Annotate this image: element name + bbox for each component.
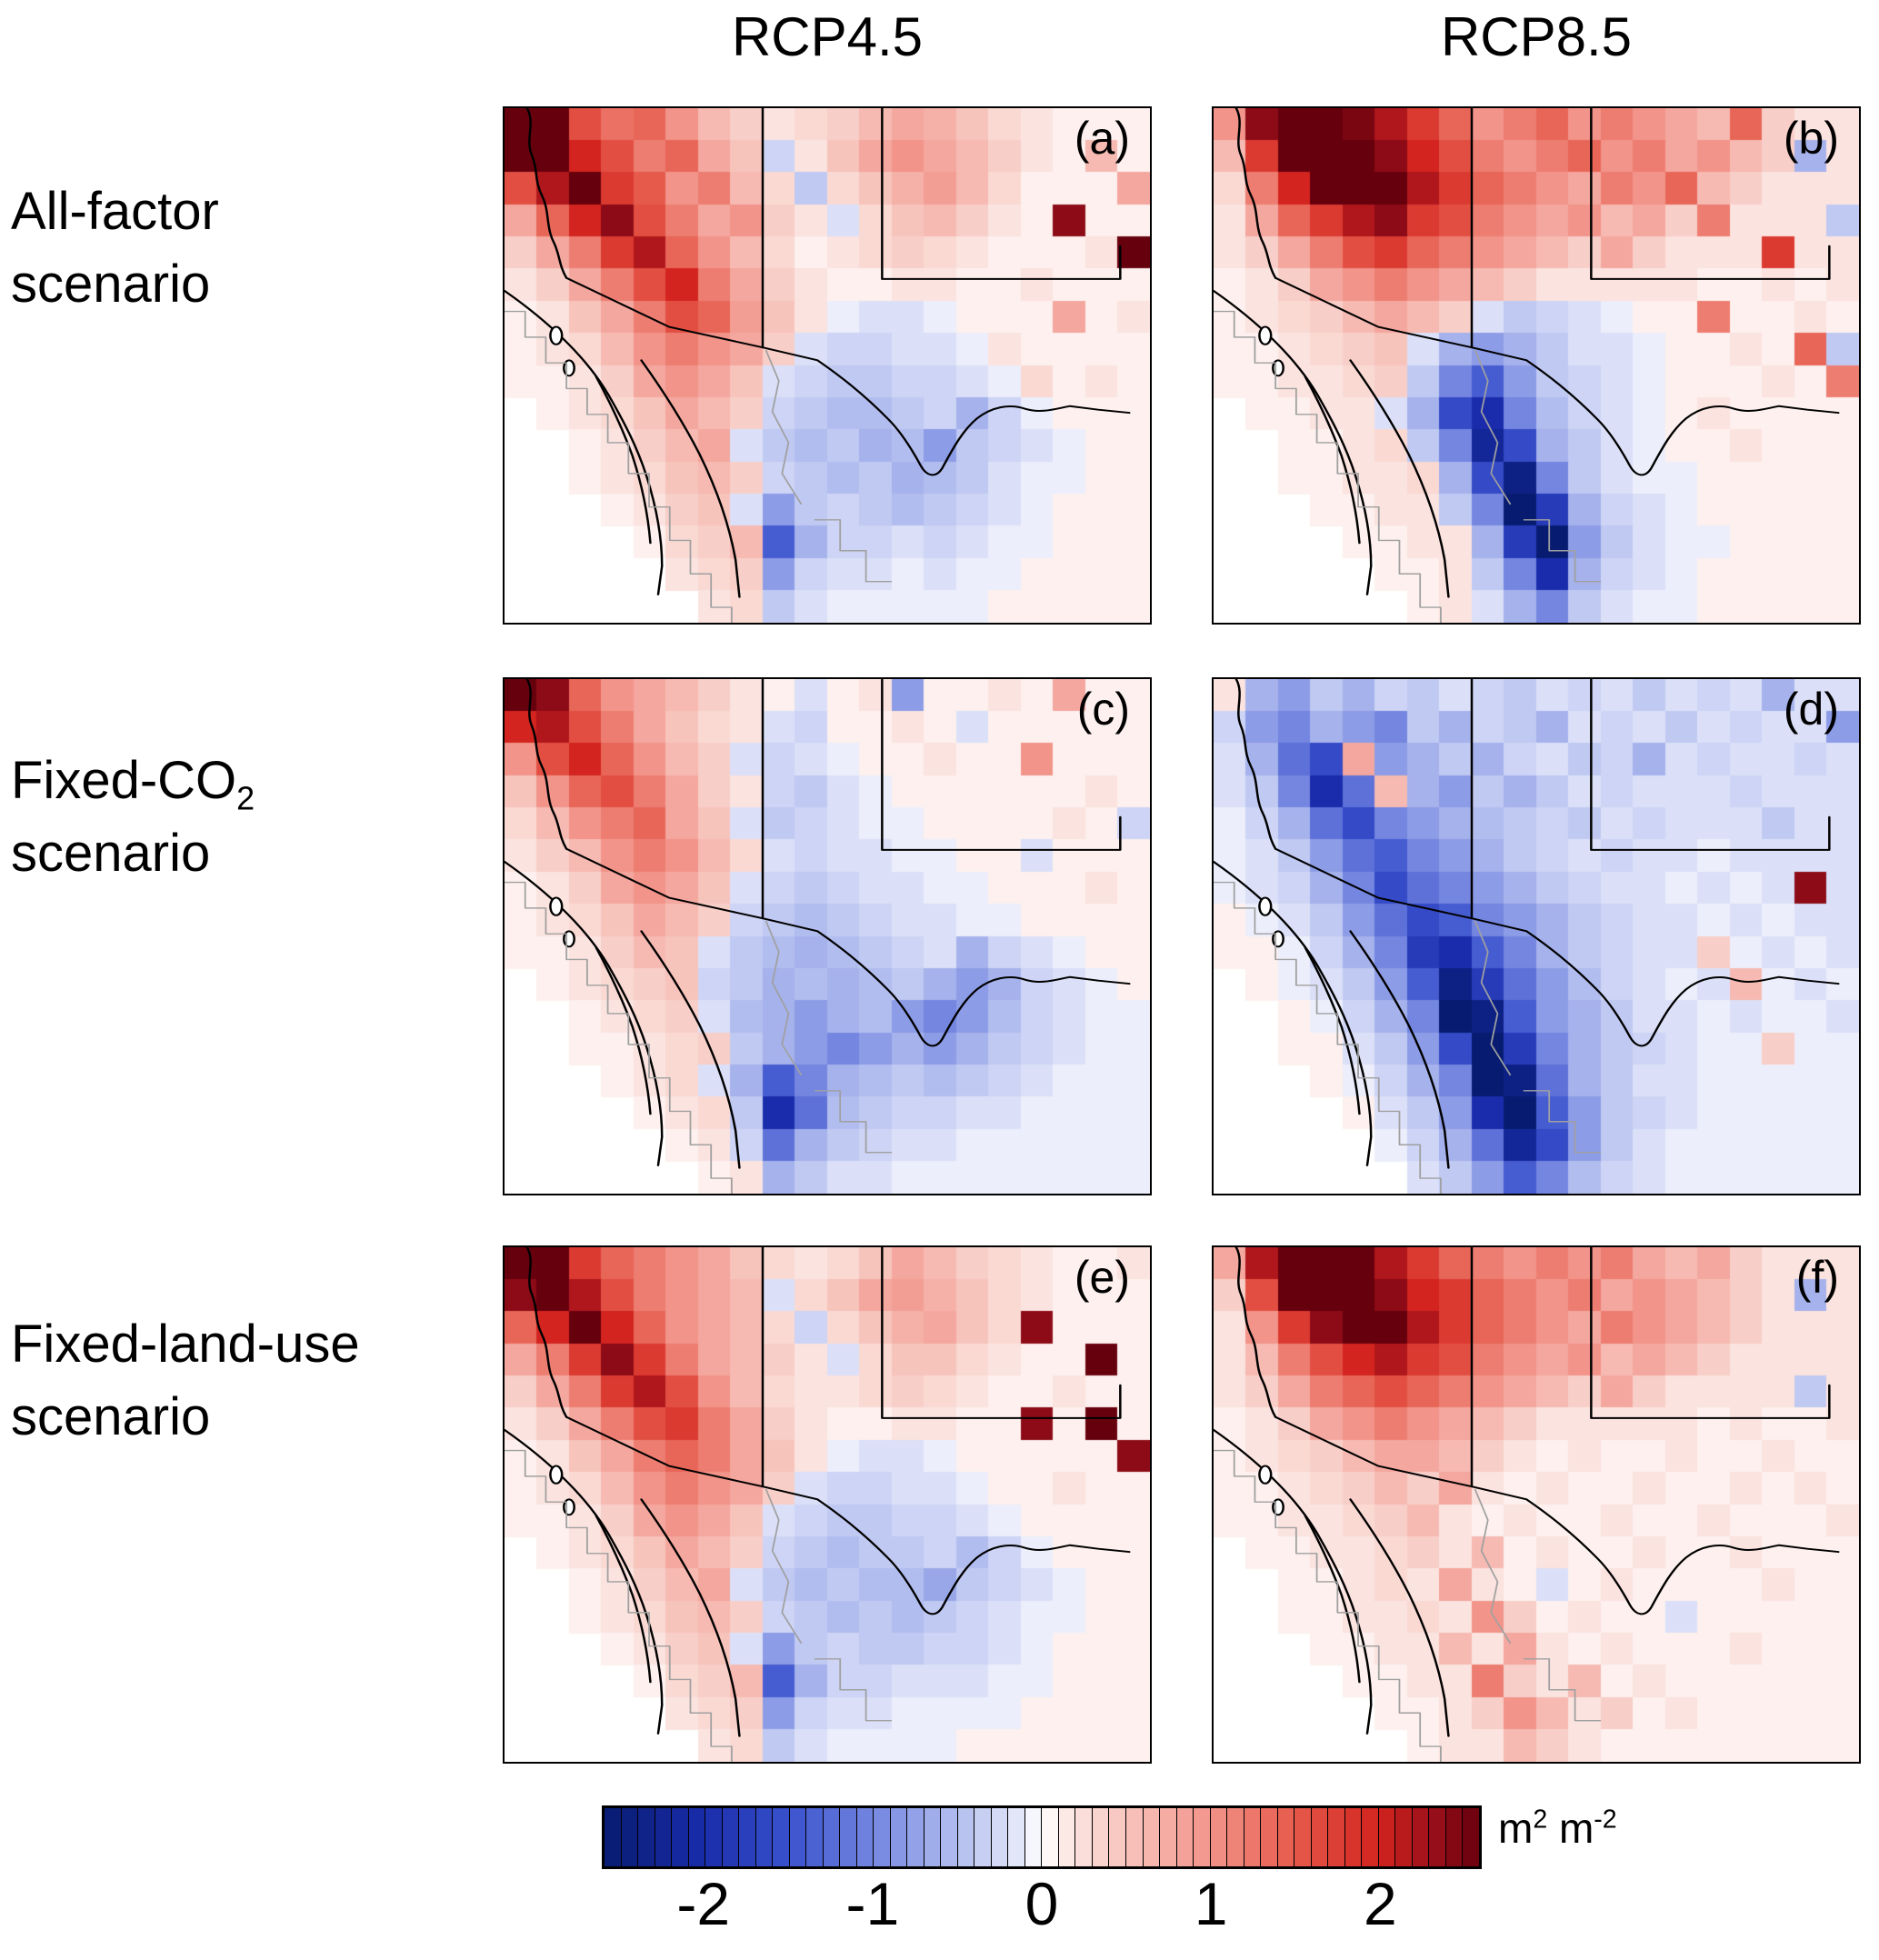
colorbar-segment bbox=[655, 1808, 673, 1866]
heatmap-canvas-a bbox=[505, 108, 1150, 623]
colorbar-segment bbox=[1362, 1808, 1379, 1866]
colorbar-ticks: -2 -1 0 1 2 bbox=[602, 1869, 1482, 1956]
row-label-text: Fixed-land-use bbox=[11, 1315, 360, 1374]
colorbar-segment bbox=[773, 1808, 790, 1866]
map-panel-e: (e) bbox=[503, 1245, 1152, 1764]
colorbar-segment bbox=[1395, 1808, 1413, 1866]
colorbar-segment bbox=[1092, 1808, 1110, 1866]
unit-superscript: 2 bbox=[1533, 1805, 1548, 1835]
colorbar-segment bbox=[1058, 1808, 1076, 1866]
colorbar-segment bbox=[755, 1808, 774, 1866]
colorbar-segment bbox=[823, 1808, 841, 1866]
row-label-all-factor: All-factor scenario bbox=[11, 178, 497, 318]
colorbar-segment bbox=[874, 1808, 891, 1866]
colorbar-segment bbox=[974, 1808, 992, 1866]
colorbar-segment bbox=[1176, 1808, 1194, 1866]
colorbar-segment bbox=[1109, 1808, 1126, 1866]
panel-letter-d: (d) bbox=[1783, 684, 1839, 735]
map-panel-b: (b) bbox=[1212, 106, 1861, 625]
panel-letter-f: (f) bbox=[1795, 1252, 1839, 1303]
heatmap-canvas-f bbox=[1214, 1247, 1859, 1762]
row-label-text: All-factor bbox=[11, 182, 219, 241]
colorbar-segment bbox=[941, 1808, 958, 1866]
colorbar-segment bbox=[1445, 1808, 1464, 1866]
heatmap-canvas-e bbox=[505, 1247, 1150, 1762]
panel-letter-e: (e) bbox=[1074, 1252, 1130, 1303]
unit-superscript: -2 bbox=[1594, 1805, 1617, 1835]
colorbar-segment bbox=[1160, 1808, 1177, 1866]
colorbar-segment bbox=[806, 1808, 824, 1866]
map-panel-f: (f) bbox=[1212, 1245, 1861, 1764]
colorbar-segment bbox=[1294, 1808, 1312, 1866]
colorbar-segment bbox=[621, 1808, 639, 1866]
colorbar-segment bbox=[991, 1808, 1009, 1866]
row-label-text: Fixed-CO bbox=[11, 751, 237, 810]
colorbar-tick-label: 2 bbox=[1363, 1870, 1397, 1937]
colorbar-segment bbox=[688, 1808, 706, 1866]
colorbar-segment bbox=[605, 1808, 622, 1866]
heatmap-canvas-d bbox=[1214, 679, 1859, 1194]
colorbar-segment bbox=[1125, 1808, 1144, 1866]
colorbar-segment bbox=[705, 1808, 723, 1866]
colorbar-segment bbox=[1463, 1808, 1479, 1866]
colorbar-segment bbox=[1244, 1808, 1262, 1866]
colorbar-tick-label: -1 bbox=[845, 1870, 900, 1937]
row-label-fixed-co2: Fixed-CO2 scenario bbox=[11, 747, 497, 887]
unit-text: m bbox=[1558, 1805, 1594, 1852]
row-label-subscript: 2 bbox=[236, 779, 255, 817]
colorbar-segment bbox=[1024, 1808, 1043, 1866]
panel-letter-b: (b) bbox=[1783, 113, 1839, 164]
colorbar-segment bbox=[638, 1808, 655, 1866]
row-label-text: scenario bbox=[11, 254, 211, 314]
colorbar-segment bbox=[789, 1808, 807, 1866]
colorbar-segment bbox=[907, 1808, 925, 1866]
colorbar-tick-label: 0 bbox=[1024, 1870, 1059, 1937]
colorbar-segment bbox=[840, 1808, 857, 1866]
colorbar-segment bbox=[1412, 1808, 1430, 1866]
map-panel-d: (d) bbox=[1212, 677, 1861, 1195]
colorbar-segment bbox=[1344, 1808, 1363, 1866]
colorbar-segment bbox=[739, 1808, 756, 1866]
colorbar-tick-label: 1 bbox=[1194, 1870, 1228, 1937]
colorbar-segment bbox=[672, 1808, 689, 1866]
unit-text: m bbox=[1498, 1805, 1534, 1852]
colorbar-segment bbox=[1042, 1808, 1059, 1866]
colorbar bbox=[602, 1805, 1482, 1869]
column-header-rcp45: RCP4.5 bbox=[731, 6, 924, 67]
colorbar-segment bbox=[722, 1808, 740, 1866]
colorbar-segment bbox=[1378, 1808, 1396, 1866]
colorbar-segment bbox=[1261, 1808, 1278, 1866]
map-panel-c: (c) bbox=[503, 677, 1152, 1195]
colorbar-tick-label: -2 bbox=[676, 1870, 731, 1937]
row-label-text: scenario bbox=[11, 1386, 211, 1446]
colorbar-segment bbox=[1277, 1808, 1295, 1866]
row-label-fixed-land-use: Fixed-land-use scenario bbox=[11, 1311, 497, 1451]
map-panel-a: (a) bbox=[503, 106, 1152, 625]
colorbar-segment bbox=[1328, 1808, 1345, 1866]
row-label-text: scenario bbox=[11, 823, 211, 883]
colorbar-segments bbox=[605, 1808, 1479, 1866]
heatmap-canvas-b bbox=[1214, 108, 1859, 623]
colorbar-segment bbox=[856, 1808, 875, 1866]
colorbar-segment bbox=[924, 1808, 942, 1866]
colorbar-segment bbox=[1143, 1808, 1161, 1866]
colorbar-segment bbox=[1210, 1808, 1228, 1866]
colorbar-segment bbox=[957, 1808, 975, 1866]
colorbar-unit-label: m2 m-2 bbox=[1498, 1804, 1617, 1853]
heatmap-canvas-c bbox=[505, 679, 1150, 1194]
colorbar-segment bbox=[1008, 1808, 1025, 1866]
colorbar-segment bbox=[890, 1808, 908, 1866]
colorbar-segment bbox=[1311, 1808, 1329, 1866]
colorbar-segment bbox=[1429, 1808, 1446, 1866]
colorbar-segment bbox=[1075, 1808, 1093, 1866]
colorbar-segment bbox=[1227, 1808, 1244, 1866]
column-header-rcp85: RCP8.5 bbox=[1440, 6, 1633, 67]
panel-letter-c: (c) bbox=[1076, 684, 1130, 735]
panel-letter-a: (a) bbox=[1074, 113, 1130, 164]
colorbar-segment bbox=[1194, 1808, 1211, 1866]
